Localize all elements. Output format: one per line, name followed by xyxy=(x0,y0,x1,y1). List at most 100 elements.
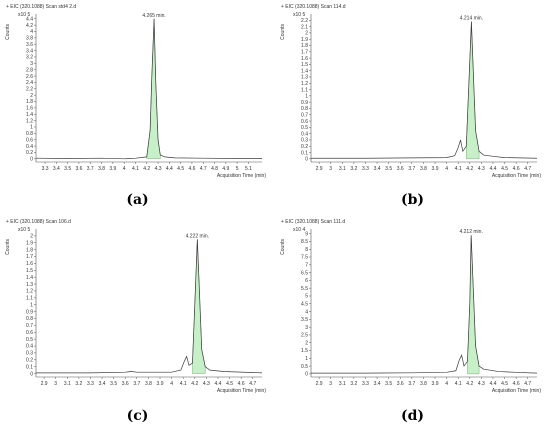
y-tick-label: 2.2 xyxy=(26,86,33,92)
y-multiplier: x10 5 xyxy=(18,227,30,233)
y-tick-label: 3.4 xyxy=(26,48,33,54)
y-tick-label: 1.1 xyxy=(26,296,33,302)
x-tick-label: 2.9 xyxy=(316,381,323,387)
y-tick-label: 1.4 xyxy=(26,112,33,118)
x-tick-label: 4.2 xyxy=(143,166,150,172)
y-multiplier: x10 4 xyxy=(293,227,305,233)
x-tick-label: 3.5 xyxy=(385,166,392,172)
y-tick-label: 3.5 xyxy=(301,317,308,323)
y-tick-label: 7.5 xyxy=(301,255,308,261)
y-tick-label: 1.3 xyxy=(26,282,33,288)
y-tick-label: 1.9 xyxy=(26,240,33,246)
y-tick-label: 0.2 xyxy=(26,357,33,363)
x-tick-label: 3 xyxy=(54,381,57,387)
y-tick-label: 8.5 xyxy=(301,239,308,245)
y-tick-label: 0.5 xyxy=(26,337,33,343)
x-tick-label: 3.2 xyxy=(75,381,82,387)
x-tick-label: 4.2 xyxy=(191,381,198,387)
y-tick-label: 0.1 xyxy=(301,150,308,156)
y-tick-label: 1.6 xyxy=(301,56,308,62)
x-tick-label: 3.9 xyxy=(109,166,116,172)
y-tick-label: 0.5 xyxy=(301,364,308,370)
y-tick-label: 1 xyxy=(30,125,33,131)
x-tick-label: 4.5 xyxy=(226,381,233,387)
x-tick-label: 4.4 xyxy=(489,381,496,387)
y-tick-label: 8 xyxy=(305,247,308,253)
y-tick-label: 7 xyxy=(305,263,308,269)
x-tick-label: 4.6 xyxy=(238,381,245,387)
y-tick-label: 1.8 xyxy=(26,247,33,253)
y-tick-label: 2 xyxy=(305,340,308,346)
eic-trace-line xyxy=(36,239,263,374)
y-tick-label: 2.1 xyxy=(301,24,308,30)
peak-retention-label: 4.212 min. xyxy=(459,229,482,235)
x-tick-label: 3.7 xyxy=(408,381,415,387)
x-axis-label: Acquisition Time (min) xyxy=(492,388,542,394)
y-tick-label: 1.4 xyxy=(26,275,33,281)
x-axis-label: Acquisition Time (min) xyxy=(217,173,267,179)
y-tick-label: 1.2 xyxy=(301,81,308,87)
y-tick-label: 1.6 xyxy=(26,261,33,267)
y-tick-label: 1.2 xyxy=(26,118,33,124)
y-tick-label: 5 xyxy=(305,294,308,300)
y-tick-label: 1.5 xyxy=(301,348,308,354)
x-tick-label: 3.8 xyxy=(420,381,427,387)
x-tick-label: 5 xyxy=(236,166,239,172)
x-tick-label: 4.5 xyxy=(501,166,508,172)
y-tick-label: 3.2 xyxy=(26,55,33,61)
x-tick-label: 4.6 xyxy=(513,381,520,387)
y-tick-label: 3.8 xyxy=(26,36,33,42)
y-axis-label: Counts xyxy=(5,24,11,40)
y-tick-label: 1.1 xyxy=(301,87,308,93)
x-tick-label: 3.8 xyxy=(98,166,105,172)
x-tick-label: 4.3 xyxy=(478,166,485,172)
y-tick-label: 1.3 xyxy=(301,75,308,81)
chart-title: + EIC (320.1088) Scan 106.d xyxy=(6,219,71,225)
y-tick-label: 2.5 xyxy=(301,333,308,339)
x-tick-label: 3.8 xyxy=(420,166,427,172)
x-tick-label: 4.7 xyxy=(249,381,256,387)
y-tick-label: 0.2 xyxy=(26,150,33,156)
x-tick-label: 3 xyxy=(329,166,332,172)
y-multiplier: x10 5 xyxy=(293,12,305,18)
x-tick-label: 3.3 xyxy=(362,381,369,387)
y-tick-label: 2 xyxy=(30,93,33,99)
y-tick-label: 0 xyxy=(305,157,308,163)
y-tick-label: 0.7 xyxy=(26,323,33,329)
x-tick-label: 3 xyxy=(329,381,332,387)
y-tick-label: 4.4 xyxy=(26,16,33,22)
x-tick-label: 3.6 xyxy=(397,381,404,387)
y-tick-label: 1.6 xyxy=(26,106,33,112)
y-tick-label: 0.4 xyxy=(301,131,308,137)
x-tick-label: 4.9 xyxy=(222,166,229,172)
x-tick-label: 3.6 xyxy=(397,166,404,172)
peak-retention-label: 4.214 min. xyxy=(460,16,483,22)
x-tick-label: 5.1 xyxy=(245,166,252,172)
x-tick-label: 3.6 xyxy=(75,166,82,172)
x-tick-label: 3.7 xyxy=(133,381,140,387)
x-tick-label: 3.9 xyxy=(432,381,439,387)
x-tick-label: 3.5 xyxy=(64,166,71,172)
x-tick-label: 4.7 xyxy=(200,166,207,172)
y-axis-label: Counts xyxy=(280,24,286,40)
y-tick-label: 1.2 xyxy=(26,289,33,295)
y-tick-label: 0.8 xyxy=(301,106,308,112)
y-axis-label: Counts xyxy=(5,239,11,255)
chromatogram-d-svg: + EIC (320.1088) Scan 111.d x10 4 Counts 0 0… xyxy=(280,219,542,394)
x-tick-label: 4.5 xyxy=(501,381,508,387)
x-tick-label: 4.7 xyxy=(524,381,531,387)
y-tick-label: 2.8 xyxy=(26,67,33,73)
y-tick-label: 5.5 xyxy=(301,286,308,292)
y-tick-label: 0.6 xyxy=(26,137,33,143)
x-tick-label: 4 xyxy=(445,381,448,387)
chromatogram-panel-d: + EIC (320.1088) Scan 111.d x10 4 Counts 0 0… xyxy=(275,215,550,430)
y-tick-label: 0.2 xyxy=(301,144,308,150)
y-tick-label: 0.8 xyxy=(26,131,33,137)
y-axis-label: Counts xyxy=(280,239,286,255)
chromatogram-a-svg: + EIC (320.1088) Scan std4 2.d x10 5 Count… xyxy=(5,4,267,179)
y-tick-label: 4.2 xyxy=(26,23,33,29)
x-tick-label: 3.5 xyxy=(110,381,117,387)
x-tick-label: 3.1 xyxy=(339,166,346,172)
y-tick-label: 3 xyxy=(305,325,308,331)
